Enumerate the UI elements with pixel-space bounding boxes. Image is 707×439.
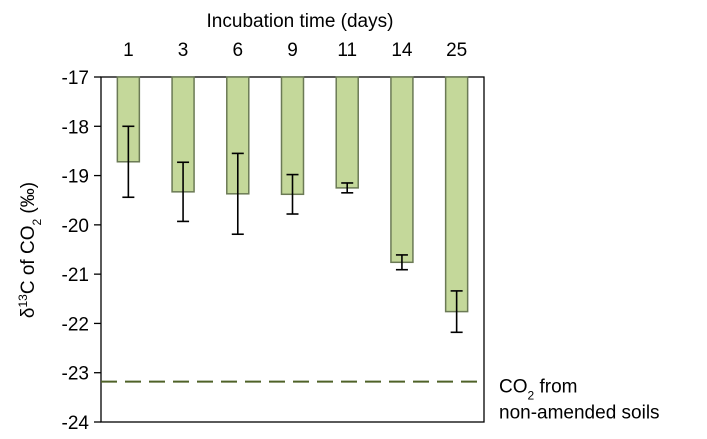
reference-line-label-line2: non-amended soils <box>499 403 660 424</box>
y-tick-label: -18 <box>62 117 89 138</box>
error-bars <box>122 125 463 334</box>
y-axis-title: δ13C of CO2 (‰) <box>16 182 44 318</box>
bar <box>335 76 359 189</box>
reference-label-sub: 2 <box>528 389 535 403</box>
reference-label-co: CO <box>499 377 528 398</box>
y-axis-title-tail: (‰) <box>18 182 39 219</box>
y-tick-label: -20 <box>62 216 89 237</box>
x-tick-label: 6 <box>232 40 243 61</box>
x-axis-title: Incubation time (days) <box>207 11 394 32</box>
y-tick-label: -23 <box>62 364 89 385</box>
y-axis: -17 -18 -19 -20 -21 -22 -23 -24 <box>62 68 101 434</box>
y-axis-title-main: δ <box>18 308 39 319</box>
reference-label-from: from <box>534 377 577 398</box>
y-tick-label: -22 <box>62 314 89 335</box>
y-axis-title-sub: 2 <box>30 219 44 226</box>
x-tick-label: 14 <box>391 40 413 61</box>
y-tick-label: -21 <box>62 265 89 286</box>
y-axis-title-mid: C of CO <box>18 226 39 295</box>
x-tick-label: 25 <box>446 40 467 61</box>
reference-line-label-line1: CO2 from <box>499 377 577 403</box>
y-tick-label: -17 <box>62 68 89 89</box>
y-axis-title-sup: 13 <box>16 294 30 308</box>
x-tick-label: 1 <box>123 40 134 61</box>
y-tick-label: -24 <box>62 413 90 434</box>
x-tick-label: 9 <box>287 40 298 61</box>
x-tick-label: 3 <box>178 40 189 61</box>
x-axis: 1 3 6 9 11 14 25 <box>123 40 467 61</box>
bar <box>390 76 414 264</box>
bar <box>444 76 469 313</box>
y-tick-label: -19 <box>62 167 89 188</box>
x-tick-label: 11 <box>337 40 357 61</box>
